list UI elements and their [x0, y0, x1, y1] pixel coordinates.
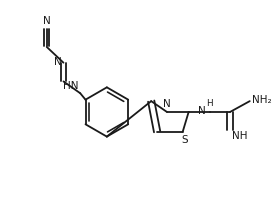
- Text: H: H: [206, 99, 213, 108]
- Text: N: N: [198, 106, 206, 116]
- Text: N: N: [163, 99, 171, 109]
- Text: N: N: [54, 57, 61, 67]
- Text: HN: HN: [63, 81, 78, 91]
- Text: NH₂: NH₂: [252, 95, 271, 105]
- Text: N: N: [43, 16, 51, 26]
- Text: S: S: [181, 135, 188, 145]
- Text: NH: NH: [232, 131, 248, 141]
